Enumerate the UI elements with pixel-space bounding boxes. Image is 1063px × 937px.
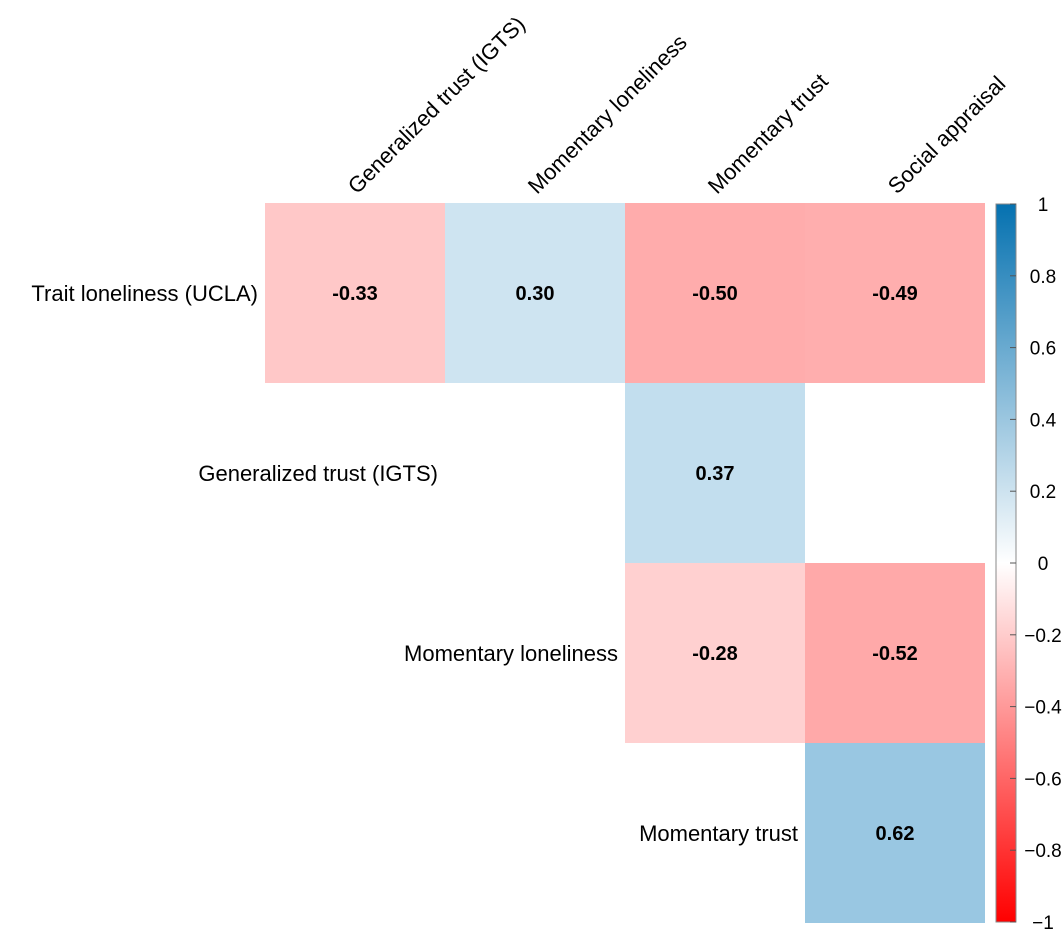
colorbar-tick-label: −0.6 (1024, 769, 1062, 790)
column-label: Momentary loneliness (523, 30, 692, 199)
colorbar-tick-label: −0.4 (1024, 698, 1062, 719)
heatmap-cell (625, 203, 805, 383)
column-labels: Generalized trust (IGTS)Momentary loneli… (343, 11, 1011, 198)
cell-value-label: 0.62 (876, 823, 915, 845)
colorbar-tick-label: 0.2 (1030, 482, 1056, 503)
colorbar-tick-label: 0 (1038, 554, 1049, 575)
cell-value-label: -0.50 (692, 283, 738, 305)
colorbar-tick-label: 0.6 (1030, 339, 1056, 360)
row-label: Momentary loneliness (404, 641, 618, 666)
colorbar-tick-label: 0.4 (1030, 410, 1057, 431)
heatmap-cell (445, 203, 625, 383)
heatmap-cell-labels: -0.33 0.30 -0.50 -0.49 0.37 -0.28 -0.52 0.62 (332, 283, 918, 845)
cell-value-label: 0.30 (516, 283, 555, 305)
colorbar-tick-label: 1 (1038, 195, 1049, 216)
column-label: Momentary trust (703, 68, 833, 198)
heatmap-cell (625, 383, 805, 563)
heatmap-cell (805, 743, 985, 923)
colorbar-tick-label: −0.8 (1024, 841, 1062, 862)
colorbar-ticks: 1 0.8 0.6 0.4 0.2 0 −0.2 −0.4 −0.6 −0.8 −1 (1010, 195, 1062, 934)
heatmap-cell (625, 563, 805, 743)
heatmap-cell (805, 203, 985, 383)
cell-value-label: -0.52 (872, 643, 918, 665)
heatmap-cell (805, 563, 985, 743)
cell-value-label: 0.37 (696, 463, 735, 485)
colorbar: 1 0.8 0.6 0.4 0.2 0 −0.2 −0.4 −0.6 −0.8 −1 (995, 195, 1062, 934)
row-label: Momentary trust (639, 821, 798, 846)
cell-value-label: -0.49 (872, 283, 918, 305)
column-label: Social appraisal (883, 71, 1011, 199)
colorbar-tick-label: −1 (1032, 913, 1054, 934)
column-label: Generalized trust (IGTS) (343, 11, 530, 198)
row-label: Generalized trust (IGTS) (198, 461, 438, 486)
cell-value-label: -0.28 (692, 643, 738, 665)
heatmap-cell (265, 203, 445, 383)
colorbar-tick-label: 0.8 (1030, 267, 1056, 288)
colorbar-tick-label: −0.2 (1024, 626, 1062, 647)
row-label: Trait loneliness (UCLA) (31, 281, 258, 306)
cell-value-label: -0.33 (332, 283, 378, 305)
heatmap-cells (265, 203, 985, 923)
row-labels: Trait loneliness (UCLA) Generalized trust… (31, 281, 798, 846)
